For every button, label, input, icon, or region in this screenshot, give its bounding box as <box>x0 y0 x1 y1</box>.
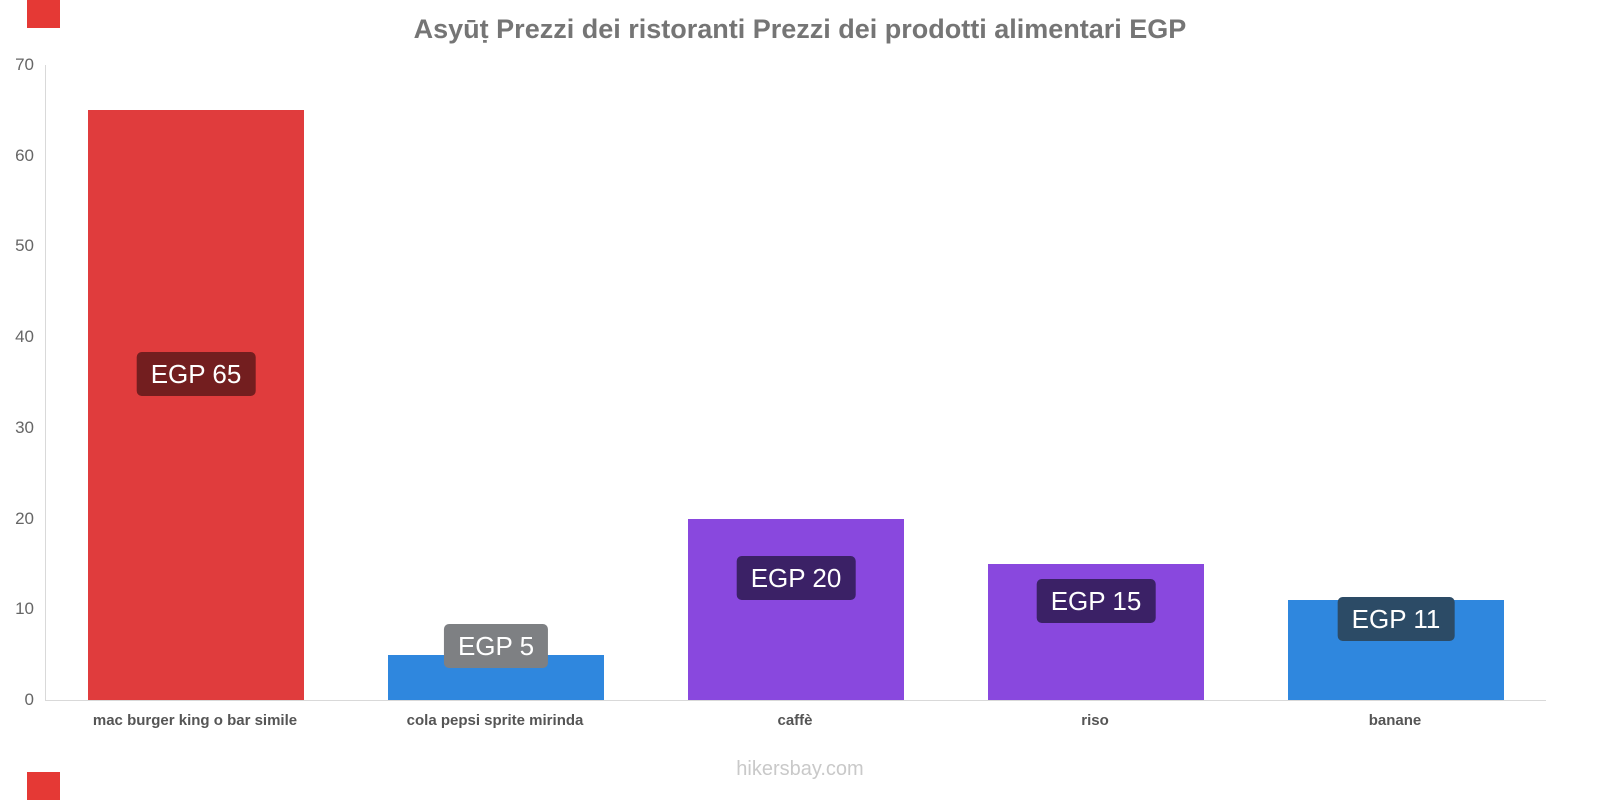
value-badge: EGP 65 <box>136 352 256 397</box>
value-badge: EGP 20 <box>736 556 856 601</box>
bar-slot: EGP 11 <box>1246 65 1546 700</box>
x-axis-labels: mac burger king o bar simile cola pepsi s… <box>45 712 1545 729</box>
left-edge-decoration-top <box>27 0 60 28</box>
y-tick-label: 30 <box>15 417 34 437</box>
watermark: hikersbay.com <box>736 758 864 780</box>
y-tick-label: 0 <box>24 690 34 709</box>
bar-slot: EGP 20 <box>646 65 946 700</box>
y-axis: 0 10 20 30 40 50 60 70 <box>0 55 38 709</box>
bar-slot: EGP 15 <box>946 65 1246 700</box>
bar <box>688 518 904 700</box>
y-tick-label: 20 <box>15 508 34 528</box>
value-badge: EGP 15 <box>1036 578 1156 623</box>
value-badge: EGP 11 <box>1337 597 1455 642</box>
value-badge: EGP 5 <box>443 624 549 669</box>
x-axis-category-label: caffè <box>777 712 813 729</box>
x-axis-category-label: riso <box>1081 712 1109 729</box>
bar <box>88 110 304 700</box>
y-tick-label: 40 <box>15 327 34 347</box>
y-tick-label: 50 <box>15 236 34 256</box>
x-axis-category-label: cola pepsi sprite mirinda <box>406 712 584 729</box>
bar-chart-plot-area: EGP 65 EGP 5 EGP 20 EGP 15 EGP 11 <box>45 65 1546 701</box>
bar-slot: EGP 5 <box>346 65 646 700</box>
chart-title: Asyūṭ Prezzi dei ristoranti Prezzi dei p… <box>413 14 1187 44</box>
left-edge-decoration-bottom <box>27 772 60 800</box>
y-tick-label: 60 <box>15 145 34 165</box>
x-axis-category-label: mac burger king o bar simile <box>92 712 298 729</box>
y-tick-label: 10 <box>15 599 34 619</box>
y-tick-label: 70 <box>15 55 34 74</box>
bar-slot: EGP 65 <box>46 65 346 700</box>
x-axis-category-label: banane <box>1368 712 1422 729</box>
